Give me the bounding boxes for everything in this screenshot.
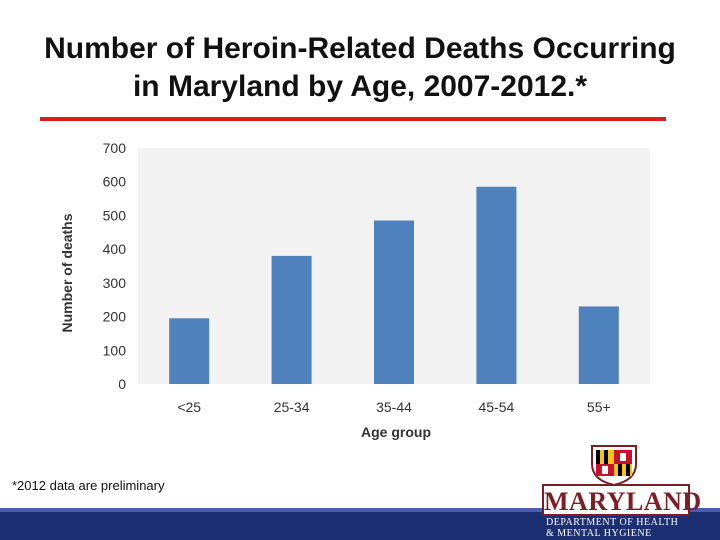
- y-tick-label: 600: [103, 174, 127, 190]
- bar-55+: [578, 306, 619, 384]
- y-tick-label: 500: [103, 207, 127, 223]
- y-tick-label: 700: [103, 140, 127, 156]
- bar-25-34: [271, 255, 312, 384]
- slide-title: Number of Heroin-Related Deaths Occurrin…: [0, 30, 720, 106]
- footer-band-highlight: [0, 508, 720, 512]
- logo-wordmark: MARYLAND: [542, 484, 701, 516]
- slide-title-line-1: Number of Heroin-Related Deaths Occurrin…: [44, 32, 676, 65]
- maryland-dhmh-logo: MARYLAND DEPARTMENT OF HEALTH & MENTAL H…: [538, 444, 720, 540]
- x-axis-label: Age group: [361, 424, 431, 440]
- y-tick-label: 200: [103, 309, 127, 325]
- x-tick-label: <25: [177, 399, 201, 415]
- x-tick-label: 35-44: [376, 399, 412, 415]
- logo-department-line-1: DEPARTMENT OF HEALTH: [546, 517, 679, 528]
- bar-<25: [169, 318, 210, 384]
- y-axis-label: Number of deaths: [59, 213, 75, 332]
- y-tick-label: 100: [103, 342, 127, 358]
- y-tick-label: 400: [103, 241, 127, 257]
- bar-chart: 0 100 200 300 400 500 600 700 <25 25-34 35-44 45-5…: [59, 140, 650, 440]
- logo-department-line-2: & MENTAL HYGIENE: [546, 528, 652, 539]
- y-tick-label: 0: [118, 376, 126, 392]
- x-tick-label: 25-34: [274, 399, 310, 415]
- slide-title-line-2: in Maryland by Age, 2007-2012.*: [132, 70, 588, 103]
- y-tick-label: 300: [103, 275, 127, 291]
- x-tick-label: 55+: [587, 399, 611, 415]
- bar-35-44: [374, 220, 414, 384]
- bar-45-54: [476, 186, 517, 384]
- maryland-crest-icon: [591, 445, 637, 486]
- title-divider: [40, 117, 666, 121]
- footnote: *2012 data are preliminary: [12, 478, 165, 493]
- x-tick-label: 45-54: [478, 399, 514, 415]
